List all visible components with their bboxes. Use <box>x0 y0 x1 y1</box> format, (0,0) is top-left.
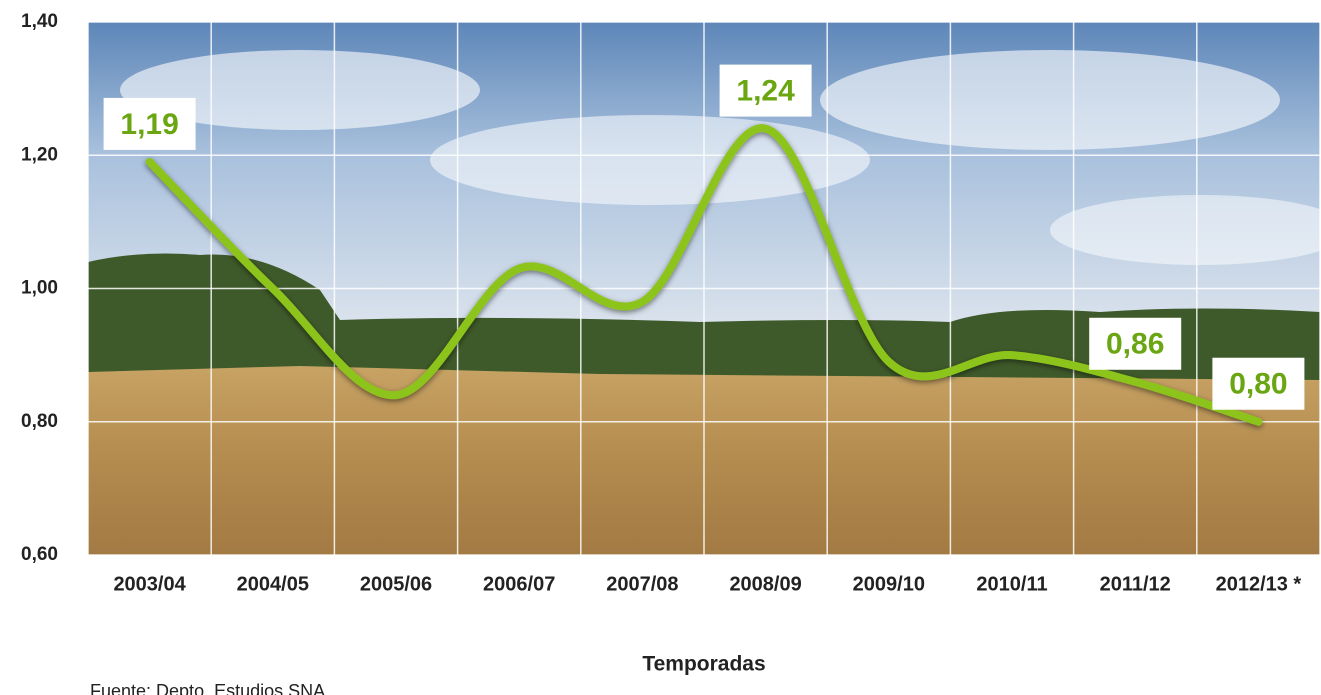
grid <box>87 21 1321 556</box>
y-tick-label: 1,40 <box>21 11 58 32</box>
source-note: Fuente: Depto. Estudios SNA <box>90 681 325 695</box>
x-axis-label: Temporadas <box>642 653 765 676</box>
value-label: 1,19 <box>120 108 178 141</box>
x-tick-label: 2012/13 * <box>1216 573 1302 595</box>
y-tick-label: 0,80 <box>21 411 58 432</box>
x-tick-label: 2010/11 <box>976 573 1047 595</box>
x-tick-label: 2003/04 <box>113 573 186 595</box>
x-tick-label: 2006/07 <box>483 573 555 595</box>
x-tick-label: 2005/06 <box>360 573 432 595</box>
x-tick-label: 2009/10 <box>853 573 925 595</box>
y-tick-label: 0,60 <box>21 544 58 565</box>
value-label: 0,80 <box>1229 368 1287 401</box>
x-tick-label: 2011/12 <box>1100 573 1171 595</box>
x-tick-label: 2004/05 <box>237 573 309 595</box>
y-tick-label: 1,20 <box>21 144 58 165</box>
value-label: 0,86 <box>1106 328 1164 361</box>
value-label: 1,24 <box>736 75 795 108</box>
y-tick-label: 1,00 <box>21 278 58 299</box>
value-label-box <box>719 64 812 117</box>
x-tick-label: 2007/08 <box>606 573 678 595</box>
series-line <box>145 124 1263 426</box>
value-label-box <box>103 97 196 150</box>
value-label-box <box>1212 357 1305 410</box>
value-label-box <box>1089 317 1182 370</box>
x-tick-label: 2008/09 <box>729 573 801 595</box>
